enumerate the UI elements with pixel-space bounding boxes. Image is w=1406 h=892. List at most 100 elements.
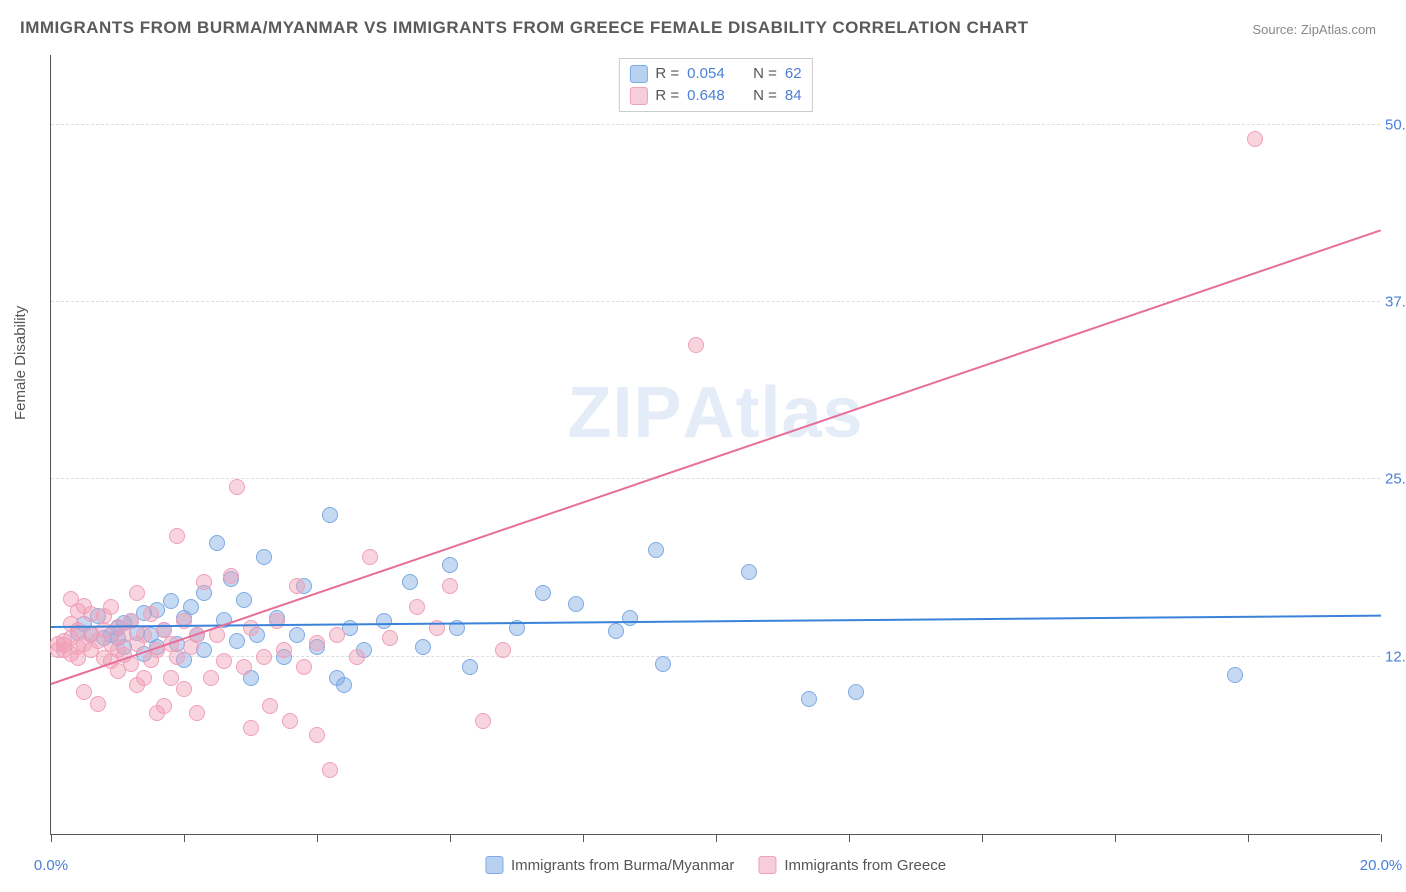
scatter-point (203, 670, 219, 686)
scatter-point (163, 593, 179, 609)
gridline-horizontal (51, 656, 1380, 657)
legend-row: R = 0.648 N = 84 (629, 85, 801, 107)
x-tick (849, 834, 850, 842)
scatter-point (289, 627, 305, 643)
gridline-horizontal (51, 478, 1380, 479)
scatter-point (163, 670, 179, 686)
scatter-point (223, 568, 239, 584)
y-tick-label: 37.5% (1385, 294, 1406, 311)
x-tick (716, 834, 717, 842)
source-attribution: Source: ZipAtlas.com (1252, 22, 1376, 37)
scatter-point (415, 639, 431, 655)
r-value: 0.648 (687, 85, 745, 107)
scatter-point (143, 606, 159, 622)
scatter-point (269, 613, 285, 629)
scatter-point (329, 627, 345, 643)
scatter-point (129, 585, 145, 601)
scatter-point (535, 585, 551, 601)
scatter-point (169, 528, 185, 544)
x-tick (184, 834, 185, 842)
n-label: N = (753, 63, 777, 85)
scatter-point (236, 659, 252, 675)
scatter-point (848, 684, 864, 700)
scatter-point (336, 677, 352, 693)
scatter-point (196, 574, 212, 590)
x-tick-label: 20.0% (1360, 857, 1403, 874)
gridline-horizontal (51, 301, 1380, 302)
scatter-point (289, 578, 305, 594)
chart-title: IMMIGRANTS FROM BURMA/MYANMAR VS IMMIGRA… (20, 18, 1029, 38)
scatter-point (376, 613, 392, 629)
scatter-point (475, 713, 491, 729)
r-label: R = (655, 85, 679, 107)
legend-item: Immigrants from Burma/Myanmar (485, 856, 734, 874)
scatter-point (741, 564, 757, 580)
legend-swatch (629, 87, 647, 105)
scatter-point (209, 535, 225, 551)
y-axis-label: Female Disability (12, 306, 29, 420)
scatter-point (688, 337, 704, 353)
y-tick-label: 12.5% (1385, 648, 1406, 665)
scatter-point (243, 620, 259, 636)
scatter-point (442, 578, 458, 594)
scatter-point (382, 630, 398, 646)
x-tick (1248, 834, 1249, 842)
scatter-point (322, 507, 338, 523)
legend-label: Immigrants from Burma/Myanmar (511, 857, 734, 874)
n-value: 84 (785, 85, 802, 107)
scatter-point (216, 653, 232, 669)
scatter-point (256, 649, 272, 665)
x-tick (982, 834, 983, 842)
y-tick-label: 25.0% (1385, 471, 1406, 488)
scatter-point (76, 684, 92, 700)
n-label: N = (753, 85, 777, 107)
series-legend: Immigrants from Burma/Myanmar Immigrants … (485, 856, 946, 874)
watermark: ZIPAtlas (567, 372, 863, 454)
scatter-point (229, 633, 245, 649)
scatter-point (309, 635, 325, 651)
scatter-point (243, 720, 259, 736)
scatter-point (655, 656, 671, 672)
x-tick (1115, 834, 1116, 842)
scatter-point (282, 713, 298, 729)
scatter-point (103, 599, 119, 615)
y-tick-label: 50.0% (1385, 116, 1406, 133)
watermark-left: ZIP (567, 373, 682, 453)
scatter-point (229, 479, 245, 495)
legend-swatch (629, 65, 647, 83)
scatter-point (236, 592, 252, 608)
scatter-point (1247, 131, 1263, 147)
x-tick-label: 0.0% (34, 857, 68, 874)
legend-label: Immigrants from Greece (784, 857, 946, 874)
r-label: R = (655, 63, 679, 85)
scatter-point (801, 691, 817, 707)
scatter-point (189, 705, 205, 721)
x-tick (450, 834, 451, 842)
scatter-point (622, 610, 638, 626)
scatter-point (495, 642, 511, 658)
scatter-point (156, 698, 172, 714)
scatter-point (262, 698, 278, 714)
x-tick (1381, 834, 1382, 842)
x-tick (51, 834, 52, 842)
scatter-point (136, 670, 152, 686)
x-tick (317, 834, 318, 842)
scatter-point (442, 557, 458, 573)
scatter-point (296, 659, 312, 675)
scatter-point (276, 642, 292, 658)
legend-swatch (758, 856, 776, 874)
gridline-horizontal (51, 124, 1380, 125)
scatter-point (409, 599, 425, 615)
x-tick (583, 834, 584, 842)
scatter-point (322, 762, 338, 778)
legend-row: R =0.054N =62 (629, 63, 801, 85)
chart-plot-area: ZIPAtlas R =0.054N =62R =0.648N =84 Immi… (50, 55, 1380, 835)
scatter-point (309, 727, 325, 743)
scatter-point (608, 623, 624, 639)
scatter-point (349, 649, 365, 665)
legend-swatch (485, 856, 503, 874)
legend-item: Immigrants from Greece (758, 856, 946, 874)
correlation-legend: R =0.054N =62R = 0.648 N = 84 (618, 58, 812, 112)
scatter-point (362, 549, 378, 565)
scatter-point (136, 627, 152, 643)
